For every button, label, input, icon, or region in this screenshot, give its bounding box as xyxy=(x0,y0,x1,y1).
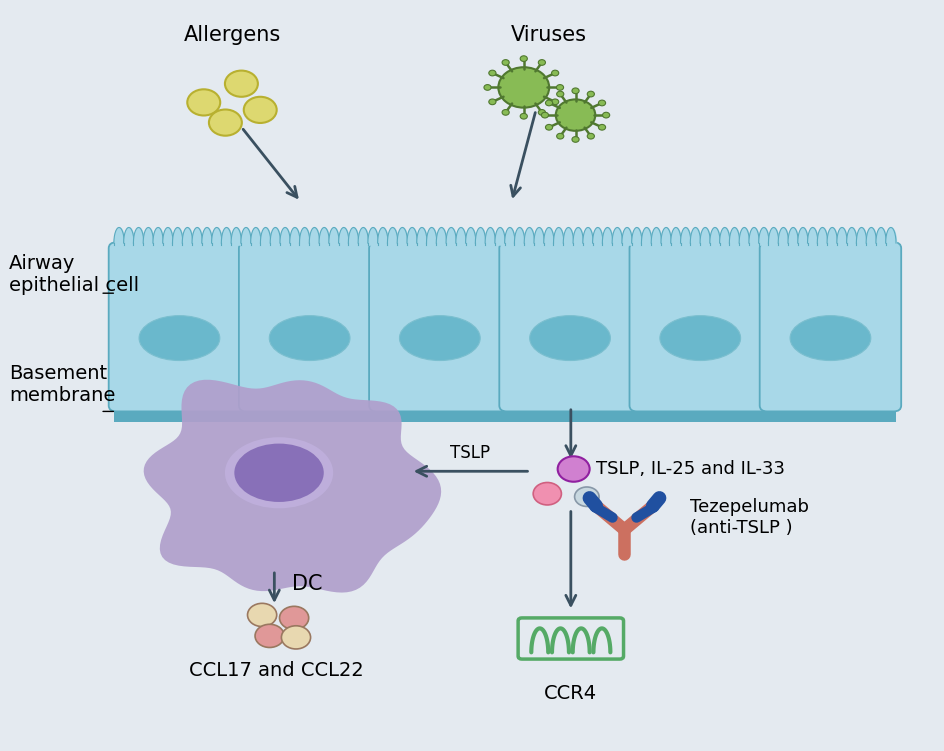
Ellipse shape xyxy=(269,315,350,360)
Circle shape xyxy=(551,70,559,76)
FancyBboxPatch shape xyxy=(109,243,250,412)
Circle shape xyxy=(533,482,562,505)
FancyBboxPatch shape xyxy=(499,243,641,412)
Text: Viruses: Viruses xyxy=(512,25,587,45)
Circle shape xyxy=(279,606,309,629)
Circle shape xyxy=(538,110,546,115)
Text: DC: DC xyxy=(292,574,323,594)
Text: CCL17 and CCL22: CCL17 and CCL22 xyxy=(189,662,363,680)
Circle shape xyxy=(572,88,579,94)
Ellipse shape xyxy=(225,437,333,508)
Circle shape xyxy=(575,487,599,506)
FancyBboxPatch shape xyxy=(239,243,380,412)
Ellipse shape xyxy=(399,315,480,360)
Circle shape xyxy=(489,99,496,104)
Circle shape xyxy=(587,91,595,97)
FancyBboxPatch shape xyxy=(369,243,511,412)
Circle shape xyxy=(484,85,491,90)
Circle shape xyxy=(520,56,528,62)
Ellipse shape xyxy=(234,444,324,502)
Circle shape xyxy=(225,71,258,97)
Text: TSLP: TSLP xyxy=(450,444,490,462)
Circle shape xyxy=(187,89,220,116)
Circle shape xyxy=(598,125,606,130)
Text: CCR4: CCR4 xyxy=(545,683,598,703)
Circle shape xyxy=(281,626,311,649)
Circle shape xyxy=(557,91,564,97)
Circle shape xyxy=(502,110,509,115)
Circle shape xyxy=(247,603,277,626)
Circle shape xyxy=(209,110,242,136)
Text: Airway
epithelial cell: Airway epithelial cell xyxy=(8,254,139,295)
Text: Tezepelumab
(anti-TSLP ): Tezepelumab (anti-TSLP ) xyxy=(690,498,809,537)
Polygon shape xyxy=(143,380,441,593)
Circle shape xyxy=(558,457,590,481)
Circle shape xyxy=(489,70,496,76)
Text: Basement
membrane: Basement membrane xyxy=(8,364,115,405)
Circle shape xyxy=(541,113,548,118)
Circle shape xyxy=(598,100,606,106)
Circle shape xyxy=(520,113,528,119)
Circle shape xyxy=(587,134,595,139)
Circle shape xyxy=(602,113,610,118)
FancyBboxPatch shape xyxy=(630,243,771,412)
Circle shape xyxy=(502,59,509,65)
FancyBboxPatch shape xyxy=(760,243,902,412)
Circle shape xyxy=(556,99,596,131)
Circle shape xyxy=(255,624,284,647)
Circle shape xyxy=(546,100,552,106)
Circle shape xyxy=(546,125,552,130)
Ellipse shape xyxy=(790,315,870,360)
Text: Allergens: Allergens xyxy=(183,25,280,45)
Circle shape xyxy=(244,97,277,123)
Bar xyxy=(114,403,896,422)
Circle shape xyxy=(538,59,546,65)
Ellipse shape xyxy=(660,315,741,360)
Circle shape xyxy=(556,85,564,90)
Text: TSLP, IL-25 and IL-33: TSLP, IL-25 and IL-33 xyxy=(597,460,785,478)
Ellipse shape xyxy=(139,315,220,360)
Circle shape xyxy=(557,134,564,139)
Ellipse shape xyxy=(530,315,611,360)
Circle shape xyxy=(572,137,579,142)
Circle shape xyxy=(498,68,549,107)
Circle shape xyxy=(551,99,559,104)
